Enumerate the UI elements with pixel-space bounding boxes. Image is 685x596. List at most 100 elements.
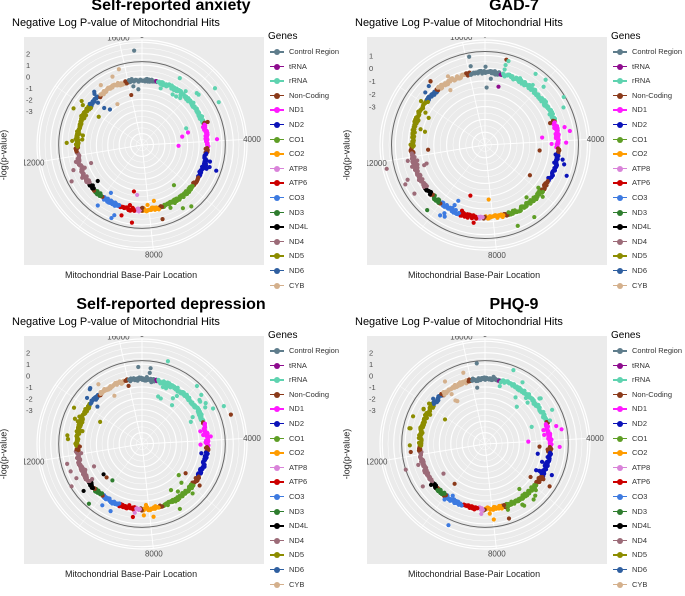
- data-point: [453, 398, 457, 402]
- y-axis-label: -log(p-value): [341, 130, 351, 181]
- legend-label: Control Region: [632, 346, 685, 355]
- data-point: [126, 384, 130, 388]
- data-point: [423, 111, 427, 115]
- legend-item: ND4L: [611, 519, 685, 534]
- legend-label: ND4L: [632, 222, 685, 231]
- legend-item: ND4: [611, 235, 685, 250]
- legend-dot: [274, 538, 280, 544]
- data-point: [204, 401, 208, 405]
- data-point: [536, 186, 540, 190]
- legend-dot: [617, 392, 623, 398]
- legend-item: CYB: [268, 578, 342, 593]
- data-point: [108, 509, 112, 513]
- legend-label: ND6: [632, 266, 685, 275]
- legend-label: CO3: [632, 492, 685, 501]
- data-point: [145, 375, 149, 379]
- legend-dot: [617, 465, 623, 471]
- theta-tick-label: 0: [483, 336, 488, 339]
- data-point: [528, 475, 532, 479]
- data-point: [204, 167, 208, 171]
- legend-dot: [617, 224, 623, 230]
- data-point: [429, 483, 433, 487]
- data-point: [564, 141, 568, 145]
- legend-dot: [274, 93, 280, 99]
- legend-item: rRNA: [611, 373, 685, 388]
- r-tick-label: 0: [26, 73, 30, 82]
- data-point: [83, 468, 87, 472]
- data-point: [532, 215, 536, 219]
- data-point: [79, 451, 83, 455]
- data-point: [385, 167, 389, 171]
- legend-item: rRNA: [268, 74, 342, 89]
- legend-item: ND2: [611, 118, 685, 133]
- legend-label: Non-Coding: [632, 390, 685, 399]
- legend-item: ND6: [611, 264, 685, 279]
- legend-dot: [617, 283, 623, 289]
- data-point: [558, 445, 562, 449]
- data-point: [131, 84, 135, 88]
- y-axis-label: -log(p-value): [0, 130, 8, 181]
- data-point: [180, 135, 184, 139]
- data-point: [149, 366, 153, 370]
- data-point: [418, 127, 422, 131]
- legend-label: ATP6: [632, 477, 685, 486]
- data-point: [533, 72, 537, 76]
- legend-item: ND6: [268, 264, 342, 279]
- data-point: [424, 411, 428, 415]
- legend-dot: [274, 137, 280, 143]
- legend-label: ATP6: [289, 477, 345, 486]
- data-point: [84, 113, 88, 117]
- data-point: [177, 473, 181, 477]
- data-point: [170, 403, 174, 407]
- legend-item: rRNA: [611, 74, 685, 89]
- legend-label: CO2: [289, 149, 345, 158]
- data-point: [542, 85, 546, 89]
- theta-tick-label: 8000: [145, 250, 163, 259]
- r-tick-label: 1: [26, 61, 30, 70]
- legend-dot: [617, 253, 623, 259]
- data-point: [145, 203, 149, 207]
- data-point: [71, 168, 75, 172]
- data-point: [423, 130, 427, 134]
- legend-label: Control Region: [289, 346, 345, 355]
- data-point: [175, 394, 179, 398]
- data-point: [515, 405, 519, 409]
- data-point: [467, 55, 471, 59]
- legend-item: ND1: [611, 402, 685, 417]
- r-tick-label: -2: [26, 95, 33, 104]
- data-point: [479, 512, 483, 516]
- legend-dot: [274, 552, 280, 558]
- legend-label: ND5: [289, 251, 345, 260]
- legend-label: ND4: [632, 536, 685, 545]
- legend-item: rRNA: [268, 373, 342, 388]
- data-point: [475, 386, 479, 390]
- legend-dot: [617, 49, 623, 55]
- legend-label: ATP6: [632, 178, 685, 187]
- data-point: [416, 118, 420, 122]
- data-point: [536, 452, 540, 456]
- legend-label: rRNA: [632, 76, 685, 85]
- legend-dot: [274, 567, 280, 573]
- legend-label: Non-Coding: [289, 390, 345, 399]
- r-tick-label: -3: [26, 107, 33, 116]
- data-point: [169, 488, 173, 492]
- legend-item: CO1: [611, 432, 685, 447]
- polar-plot: 040008000120001600010-1-2-3: [367, 37, 607, 265]
- data-point: [450, 392, 454, 396]
- data-point: [555, 163, 559, 167]
- legend-label: ND2: [289, 120, 345, 129]
- data-point: [438, 213, 442, 217]
- data-point: [427, 84, 431, 88]
- legend-title: Genes: [268, 330, 342, 341]
- legend-dot: [274, 210, 280, 216]
- theta-tick-label: 0: [483, 37, 488, 39]
- legend-label: ND2: [632, 120, 685, 129]
- legend-item: CO3: [268, 191, 342, 206]
- legend-label: ATP8: [289, 463, 345, 472]
- legend-label: CO2: [289, 448, 345, 457]
- data-point: [206, 439, 210, 443]
- data-point: [415, 166, 419, 170]
- data-point: [530, 425, 534, 429]
- data-point: [74, 160, 78, 164]
- data-point: [513, 395, 517, 399]
